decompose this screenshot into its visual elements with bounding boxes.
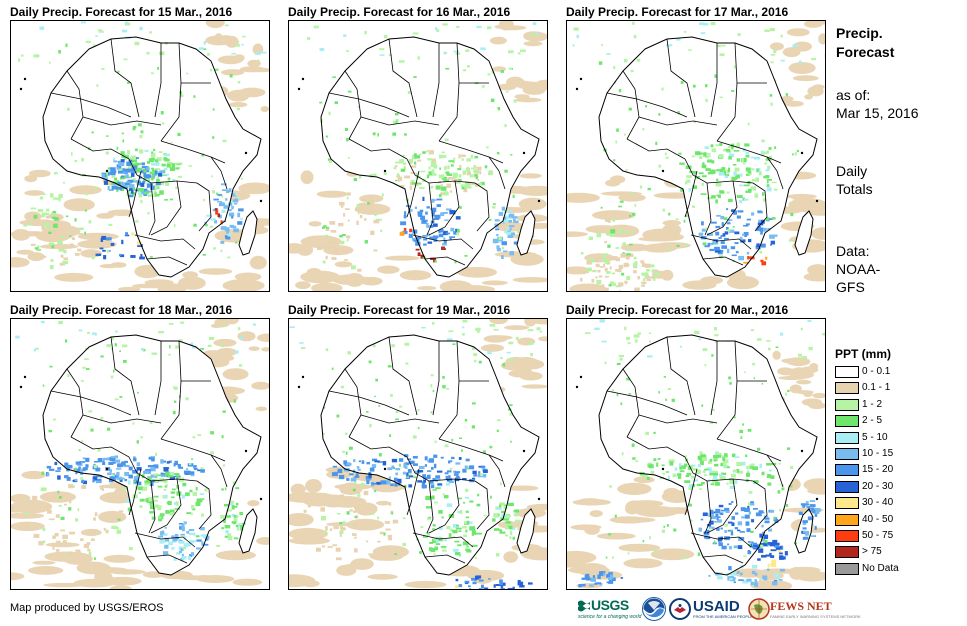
usgs-tagline: science for a changing world <box>578 614 642 620</box>
forecast-panel-2: Daily Precip. Forecast for 16 Mar., 2016 <box>288 4 548 294</box>
legend-swatch <box>835 513 859 526</box>
asof-date: Mar 15, 2016 <box>836 105 919 121</box>
panel-title: Daily Precip. Forecast for 15 Mar., 2016 <box>10 5 233 19</box>
fewsnet-wordmark: FEWS NET <box>770 599 832 613</box>
forecast-panel-1: Daily Precip. Forecast for 15 Mar., 2016 <box>10 4 270 294</box>
legend-swatch <box>835 382 859 395</box>
legend-item: 40 - 50 <box>835 512 960 528</box>
fewsnet-logo: FEWS NET FAMINE EARLY WARNING SYSTEMS NE… <box>748 596 861 622</box>
africa-map <box>289 319 547 589</box>
precip-map <box>566 318 826 590</box>
legend-label: 2 - 5 <box>862 415 883 427</box>
legend-item: 15 - 20 <box>835 462 960 478</box>
noaa-seal-icon <box>642 597 666 621</box>
usaid-seal-icon <box>669 598 691 620</box>
legend-item: > 75 <box>835 544 960 560</box>
sidebar-title-line2: Forecast <box>836 44 895 60</box>
daily-line2: Totals <box>836 181 873 197</box>
usaid-logo: USAID FROM THE AMERICAN PEOPLE <box>669 596 753 622</box>
legend-item: 2 - 5 <box>835 413 960 429</box>
legend-label: 0 - 0.1 <box>862 366 891 377</box>
legend-label: 10 - 15 <box>862 447 894 459</box>
precip-map <box>566 20 826 292</box>
legend-title: PPT (mm) <box>835 347 892 361</box>
panel-title: Daily Precip. Forecast for 20 Mar., 2016 <box>566 303 789 317</box>
legend-swatch <box>835 497 859 510</box>
sidebar-data-source: Data: NOAA- GFS <box>836 242 880 296</box>
legend-swatch <box>835 415 859 428</box>
legend-label: 50 - 75 <box>862 529 894 541</box>
data-line2: NOAA- <box>836 261 881 277</box>
legend-item: 1 - 2 <box>835 397 960 413</box>
panel-title: Daily Precip. Forecast for 19 Mar., 2016 <box>288 303 511 317</box>
data-line1: Data: <box>836 243 870 259</box>
precip-map <box>10 20 270 292</box>
usgs-logo: USGS science for a changing world <box>578 596 641 622</box>
africa-map <box>567 319 825 589</box>
panel-title: Daily Precip. Forecast for 18 Mar., 2016 <box>10 303 233 317</box>
noaa-logo <box>642 596 666 622</box>
africa-map <box>567 21 825 291</box>
legend-swatch <box>835 480 859 493</box>
partner-logos: USGS science for a changing world USAID … <box>578 596 861 622</box>
legend-label: 20 - 30 <box>862 480 894 492</box>
legend-swatch <box>835 431 859 444</box>
asof-label: as of: <box>836 87 871 103</box>
africa-map <box>11 21 269 291</box>
legend-swatch <box>835 562 859 575</box>
legend-label: 40 - 50 <box>862 513 894 525</box>
legend-label: 30 - 40 <box>862 497 894 509</box>
legend-item: No Data <box>835 561 960 577</box>
legend-item: 50 - 75 <box>835 528 960 544</box>
legend-item: 30 - 40 <box>835 495 960 511</box>
precip-map <box>288 318 548 590</box>
africa-map <box>289 21 547 291</box>
legend-item: 10 - 15 <box>835 446 960 462</box>
forecast-panel-3: Daily Precip. Forecast for 17 Mar., 2016 <box>566 4 826 294</box>
legend-item: 5 - 10 <box>835 430 960 446</box>
fewsnet-globe-icon <box>748 598 770 620</box>
panel-title: Daily Precip. Forecast for 17 Mar., 2016 <box>566 5 789 19</box>
legend-label: 5 - 10 <box>862 431 888 443</box>
legend-swatch <box>835 366 859 378</box>
legend-swatch <box>835 464 859 477</box>
legend-swatch <box>835 529 859 542</box>
forecast-panel-6: Daily Precip. Forecast for 20 Mar., 2016 <box>566 302 826 592</box>
daily-line1: Daily <box>836 163 868 179</box>
legend-label: 0.1 - 1 <box>862 382 891 394</box>
sidebar-title-line1: Precip. <box>836 25 883 41</box>
legend-swatch <box>835 546 859 559</box>
legend-item: 0.1 - 1 <box>835 380 960 396</box>
usgs-wave-icon <box>578 600 590 612</box>
panel-title: Daily Precip. Forecast for 16 Mar., 2016 <box>288 5 511 19</box>
legend-swatch <box>835 398 859 411</box>
usaid-tagline: FROM THE AMERICAN PEOPLE <box>693 614 753 619</box>
forecast-panel-5: Daily Precip. Forecast for 19 Mar., 2016 <box>288 302 548 592</box>
sidebar-asof: as of: Mar 15, 2016 <box>836 86 919 122</box>
precip-map <box>10 318 270 590</box>
legend-label: No Data <box>862 562 899 574</box>
legend-label: 15 - 20 <box>862 464 894 476</box>
usaid-wordmark: USAID <box>693 598 740 615</box>
map-credit: Map produced by USGS/EROS <box>10 602 164 614</box>
data-line3: GFS <box>836 279 865 295</box>
legend: PPT (mm) 0 - 0.1 0.1 - 1 1 - 2 2 - 5 5 -… <box>835 346 960 577</box>
legend-swatch <box>835 447 859 460</box>
legend-item: 0 - 0.1 <box>835 364 960 380</box>
sidebar-daily: Daily Totals <box>836 162 873 198</box>
legend-item: 20 - 30 <box>835 479 960 495</box>
sidebar-title: Precip. Forecast <box>836 24 894 62</box>
forecast-panel-4: Daily Precip. Forecast for 18 Mar., 2016 <box>10 302 270 592</box>
usgs-wordmark: USGS <box>591 597 629 613</box>
precip-map <box>288 20 548 292</box>
africa-map <box>11 319 269 589</box>
fewsnet-tagline: FAMINE EARLY WARNING SYSTEMS NETWORK <box>770 614 861 619</box>
legend-label: 1 - 2 <box>862 398 883 410</box>
legend-label: > 75 <box>862 546 882 558</box>
